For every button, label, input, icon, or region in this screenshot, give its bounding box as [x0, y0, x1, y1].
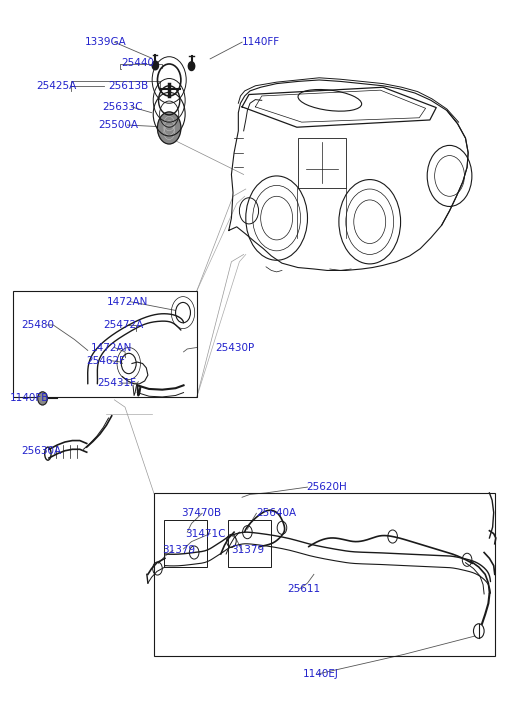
Text: 25640A: 25640A [256, 508, 296, 518]
Text: 25462F: 25462F [86, 356, 125, 366]
Text: 1140FF: 1140FF [242, 37, 280, 47]
Text: 1472AN: 1472AN [90, 342, 132, 353]
Text: 25480: 25480 [21, 320, 54, 330]
Bar [298, 138, 346, 188]
Text: 31379: 31379 [231, 545, 264, 555]
Text: 25431F: 25431F [97, 378, 136, 388]
Circle shape [152, 61, 159, 70]
Text: 25633C: 25633C [102, 102, 143, 112]
Text: 25472A: 25472A [104, 320, 144, 330]
Text: 1339GA: 1339GA [85, 37, 127, 47]
Bar [228, 520, 271, 567]
Text: 25425A: 25425A [36, 81, 77, 91]
Text: 1140EJ: 1140EJ [303, 669, 339, 679]
Circle shape [188, 62, 195, 71]
Text: 37470B: 37470B [181, 508, 221, 518]
Bar [164, 520, 207, 567]
Text: 1472AN: 1472AN [106, 297, 148, 307]
Text: 25440: 25440 [121, 58, 154, 68]
Text: 25613B: 25613B [108, 81, 148, 91]
Text: 25611: 25611 [287, 584, 320, 594]
Text: 31471C: 31471C [185, 529, 226, 539]
Text: 1140FB: 1140FB [10, 393, 49, 403]
Text: 25430P: 25430P [215, 342, 255, 353]
Text: 25500A: 25500A [98, 120, 138, 130]
Circle shape [38, 392, 47, 405]
Bar [154, 493, 495, 656]
Text: 25630A: 25630A [21, 446, 61, 456]
Text: 25620H: 25620H [306, 482, 347, 492]
Text: 31379: 31379 [162, 545, 195, 555]
Bar [13, 291, 197, 397]
Circle shape [157, 112, 181, 144]
